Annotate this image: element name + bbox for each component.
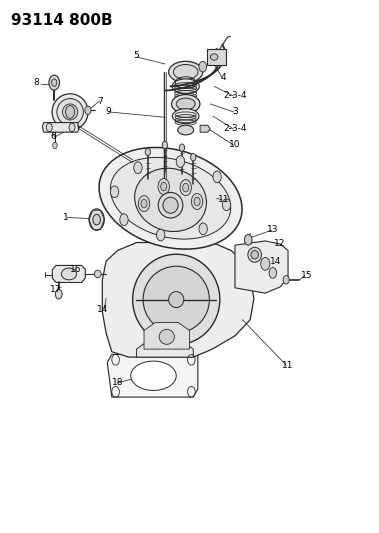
Ellipse shape bbox=[94, 270, 101, 278]
Text: 12: 12 bbox=[274, 239, 285, 248]
Polygon shape bbox=[235, 241, 288, 293]
Circle shape bbox=[53, 142, 57, 149]
Ellipse shape bbox=[176, 98, 195, 110]
Circle shape bbox=[161, 182, 167, 191]
Text: 5: 5 bbox=[133, 52, 139, 60]
Bar bbox=[207, 49, 226, 65]
Ellipse shape bbox=[251, 251, 258, 259]
Ellipse shape bbox=[158, 192, 183, 218]
Circle shape bbox=[183, 183, 189, 192]
Ellipse shape bbox=[159, 329, 174, 344]
Circle shape bbox=[191, 154, 196, 161]
Ellipse shape bbox=[99, 148, 242, 249]
Text: 1: 1 bbox=[63, 213, 69, 222]
Ellipse shape bbox=[169, 292, 184, 308]
Ellipse shape bbox=[172, 109, 199, 124]
Circle shape bbox=[55, 289, 62, 299]
Circle shape bbox=[49, 75, 60, 90]
Text: 10: 10 bbox=[229, 141, 241, 149]
Text: 15: 15 bbox=[301, 271, 312, 280]
Text: 16: 16 bbox=[70, 265, 81, 273]
Text: 93114 800B: 93114 800B bbox=[11, 13, 113, 28]
Text: 14: 14 bbox=[97, 305, 109, 313]
Circle shape bbox=[120, 214, 128, 225]
Ellipse shape bbox=[133, 254, 220, 345]
Text: 18: 18 bbox=[112, 378, 123, 387]
Circle shape bbox=[191, 193, 203, 209]
Circle shape bbox=[93, 214, 100, 225]
Ellipse shape bbox=[135, 168, 207, 231]
Polygon shape bbox=[107, 354, 198, 397]
Ellipse shape bbox=[178, 125, 194, 135]
Text: 3: 3 bbox=[232, 108, 238, 116]
Circle shape bbox=[52, 79, 57, 86]
Circle shape bbox=[244, 235, 252, 245]
Text: 11: 11 bbox=[218, 196, 229, 204]
Circle shape bbox=[46, 123, 52, 132]
Text: 4: 4 bbox=[221, 73, 226, 82]
Circle shape bbox=[199, 223, 207, 235]
Circle shape bbox=[179, 144, 185, 151]
Circle shape bbox=[180, 180, 191, 196]
Circle shape bbox=[89, 209, 104, 230]
Circle shape bbox=[213, 171, 221, 183]
Circle shape bbox=[283, 276, 289, 284]
Ellipse shape bbox=[63, 104, 78, 120]
Circle shape bbox=[269, 268, 277, 278]
Circle shape bbox=[158, 179, 169, 195]
Ellipse shape bbox=[210, 54, 218, 60]
Text: 7: 7 bbox=[97, 97, 103, 106]
Polygon shape bbox=[200, 125, 210, 132]
Ellipse shape bbox=[131, 361, 176, 390]
Circle shape bbox=[69, 123, 75, 132]
Circle shape bbox=[110, 186, 119, 198]
Text: 9: 9 bbox=[105, 108, 111, 116]
Text: 14: 14 bbox=[270, 257, 282, 265]
Circle shape bbox=[157, 229, 165, 241]
Circle shape bbox=[141, 199, 147, 208]
Circle shape bbox=[145, 148, 150, 156]
Circle shape bbox=[222, 199, 231, 211]
Polygon shape bbox=[144, 322, 190, 349]
Ellipse shape bbox=[61, 268, 77, 280]
Text: 8: 8 bbox=[33, 78, 39, 87]
Ellipse shape bbox=[143, 266, 210, 333]
Ellipse shape bbox=[171, 95, 200, 114]
Circle shape bbox=[199, 61, 207, 72]
Circle shape bbox=[194, 197, 200, 206]
Circle shape bbox=[176, 156, 185, 167]
Ellipse shape bbox=[248, 247, 262, 262]
Text: 17: 17 bbox=[50, 286, 62, 294]
Text: 2-3-4: 2-3-4 bbox=[223, 125, 247, 133]
Circle shape bbox=[162, 141, 168, 149]
Ellipse shape bbox=[174, 64, 198, 79]
Polygon shape bbox=[42, 123, 79, 132]
Ellipse shape bbox=[163, 197, 178, 213]
Text: 2-3-4: 2-3-4 bbox=[223, 92, 247, 100]
Ellipse shape bbox=[172, 79, 199, 94]
Ellipse shape bbox=[57, 99, 83, 125]
Text: 13: 13 bbox=[267, 225, 279, 233]
Ellipse shape bbox=[169, 61, 203, 83]
Circle shape bbox=[138, 196, 150, 212]
Circle shape bbox=[66, 106, 75, 118]
Polygon shape bbox=[52, 265, 85, 282]
Text: 11: 11 bbox=[282, 361, 293, 369]
Ellipse shape bbox=[52, 94, 88, 130]
Ellipse shape bbox=[110, 157, 231, 239]
Circle shape bbox=[85, 106, 91, 115]
Text: 6: 6 bbox=[50, 133, 56, 141]
Polygon shape bbox=[102, 243, 254, 357]
Circle shape bbox=[261, 257, 270, 270]
Circle shape bbox=[134, 162, 142, 174]
Polygon shape bbox=[136, 341, 193, 357]
